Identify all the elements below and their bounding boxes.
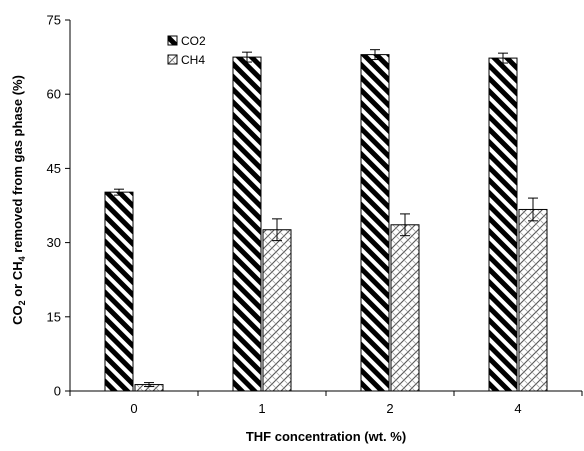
- x-tick-label: 1: [258, 401, 265, 416]
- y-axis-title-part-2: or CH: [10, 261, 25, 300]
- x-axis-title: THF concentration (wt. %): [246, 429, 406, 444]
- y-tick-label: 0: [54, 384, 61, 399]
- plot-area: [104, 49, 548, 392]
- y-tick-label: 60: [47, 87, 61, 102]
- y-axis: 0 15 30 45 60 75: [47, 13, 71, 399]
- x-tick-label: 0: [130, 401, 137, 416]
- y-tick-label: 15: [47, 309, 61, 324]
- y-axis-title-sub-1: 2: [17, 300, 27, 305]
- y-axis-title: CO2 or CH4 removed from gas phase (%): [10, 75, 27, 325]
- bar-co2-1: [232, 56, 262, 392]
- bar-co2-0: [104, 191, 134, 392]
- bar-co2-2: [360, 54, 390, 392]
- y-axis-title-part-1: CO: [10, 305, 25, 325]
- legend-swatch-ch4: [167, 54, 178, 65]
- error-bar-ch4-1: [272, 218, 282, 242]
- y-tick-label: 75: [47, 13, 61, 28]
- legend-swatch-co2: [167, 35, 178, 46]
- bar-ch4-2: [390, 224, 420, 392]
- x-axis: 0 1 2 4: [69, 390, 583, 416]
- y-tick-label: 45: [47, 161, 61, 176]
- x-tick-label: 4: [514, 401, 521, 416]
- error-bar-co2-0: [114, 188, 124, 196]
- error-bar-ch4-2: [400, 213, 410, 237]
- error-bar-co2-1: [242, 51, 252, 63]
- bar-ch4-1: [262, 229, 292, 392]
- legend-label-ch4: CH4: [181, 53, 205, 67]
- bar-co2-4: [488, 57, 518, 392]
- y-axis-title-sub-2: 4: [17, 256, 27, 261]
- bar-ch4-4: [518, 208, 548, 392]
- error-bar-ch4-4: [528, 197, 538, 222]
- y-tick-label: 30: [47, 235, 61, 250]
- x-tick-label: 2: [386, 401, 393, 416]
- error-bar-co2-4: [498, 52, 508, 64]
- legend-label-co2: CO2: [181, 34, 206, 48]
- y-axis-title-part-3: removed from gas phase (%): [10, 75, 25, 256]
- error-bar-ch4-0: [144, 382, 154, 388]
- error-bar-co2-2: [370, 49, 380, 61]
